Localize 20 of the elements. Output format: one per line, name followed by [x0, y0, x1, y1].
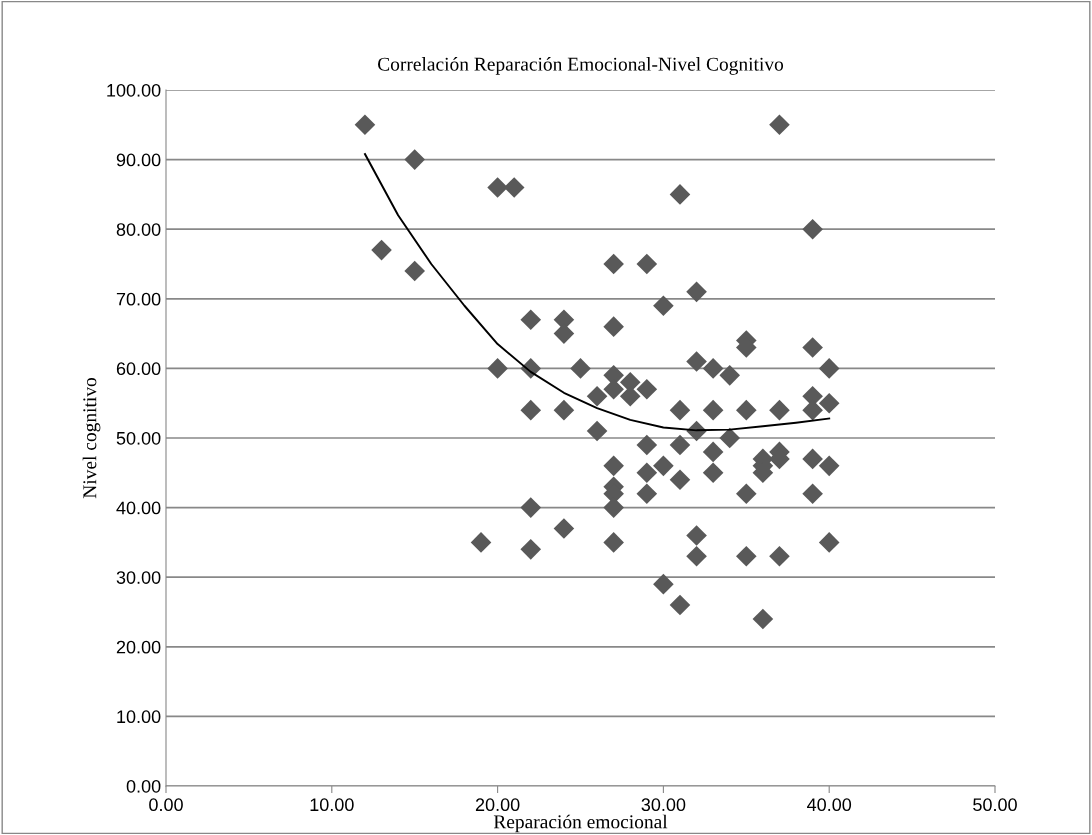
- x-tick-label: 10.00: [310, 798, 354, 812]
- y-tick-label: 80.00: [116, 223, 161, 236]
- x-tick-label: 30.00: [641, 798, 686, 812]
- y-axis-title: Nivel cognitivo: [82, 377, 101, 499]
- x-axis-title: Reparación emocional: [493, 814, 668, 833]
- x-tick-label: 0.00: [149, 798, 183, 812]
- y-tick-label: 20.00: [116, 640, 161, 654]
- x-tick-label: 40.00: [807, 798, 852, 812]
- y-tick-label: 100.00: [107, 83, 161, 97]
- chart-title: Correlación Reparación Emocional-Nivel Cognitivo: [378, 57, 784, 75]
- y-tick-label: 40.00: [116, 501, 161, 515]
- y-tick-label: 50.00: [116, 431, 161, 445]
- y-tick-label: 0.00: [126, 779, 161, 793]
- x-tick-label: 50.00: [973, 798, 1017, 812]
- y-tick-label: 90.00: [116, 153, 161, 167]
- y-tick-label: 10.00: [117, 710, 161, 724]
- y-tick-label: 30.00: [116, 571, 161, 584]
- y-tick-label: 60.00: [116, 362, 161, 376]
- y-tick-label: 70.00: [116, 292, 161, 306]
- x-tick-label: 20.00: [475, 798, 520, 812]
